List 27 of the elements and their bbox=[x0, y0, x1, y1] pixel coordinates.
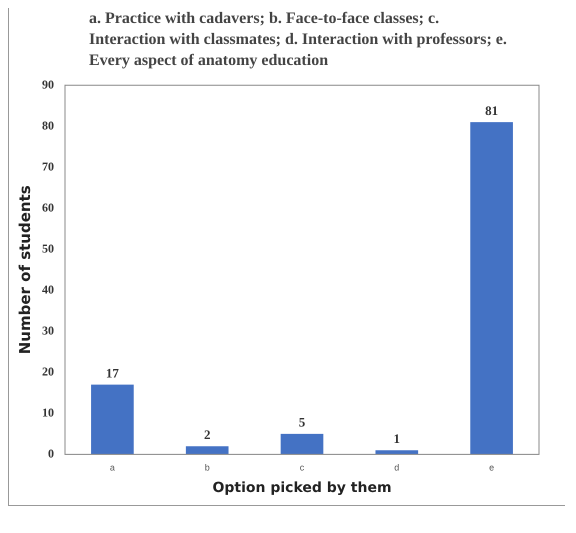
data-label: 2 bbox=[204, 427, 210, 442]
bar bbox=[470, 122, 513, 454]
data-label: 81 bbox=[485, 102, 498, 118]
x-tick-label: b bbox=[204, 462, 210, 472]
bar bbox=[280, 434, 324, 454]
x-tick-label: e bbox=[489, 462, 494, 472]
y-tick-label: 60 bbox=[42, 200, 54, 214]
data-label: 1 bbox=[394, 431, 400, 446]
data-label: 17 bbox=[106, 366, 120, 381]
y-tick-label: 80 bbox=[42, 118, 54, 132]
x-axis-title: Option picked by them bbox=[212, 480, 392, 496]
bar bbox=[186, 446, 229, 454]
y-tick-label: 10 bbox=[42, 405, 54, 420]
data-label: 5 bbox=[298, 414, 306, 430]
x-tick-label: a bbox=[110, 462, 115, 472]
y-tick-label: 30 bbox=[42, 323, 54, 338]
y-tick-label: 70 bbox=[42, 159, 54, 174]
y-tick-label: 20 bbox=[42, 364, 54, 378]
bar bbox=[91, 384, 134, 454]
x-tick-label: d bbox=[394, 462, 400, 472]
y-tick-label: 40 bbox=[42, 282, 54, 296]
y-axis-title: Number of students bbox=[16, 185, 34, 354]
y-tick-label: 90 bbox=[42, 77, 54, 92]
y-tick-label: 50 bbox=[42, 241, 54, 256]
y-tick-label: 0 bbox=[48, 446, 54, 460]
chart-title: a. Practice with cadavers; b. Face-to-face classes; c. Interaction with classmates; d. Interaction with professors; e. Every aspect of anatomy education bbox=[89, 9, 508, 71]
x-tick-label: c bbox=[300, 462, 305, 472]
